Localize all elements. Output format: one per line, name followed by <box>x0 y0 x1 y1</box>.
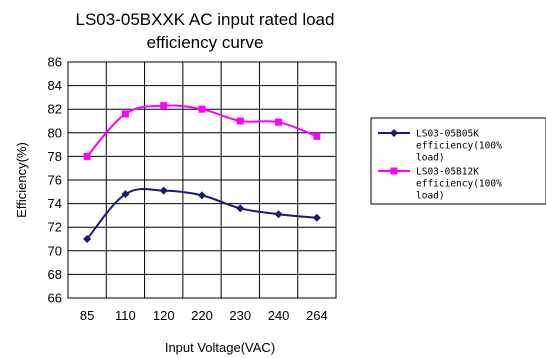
series-1 <box>83 186 321 243</box>
y-tick-label: 76 <box>48 173 62 188</box>
legend: LS03-05B05Kefficiency(100%load)LS03-05B1… <box>378 129 502 202</box>
data-point-diamond <box>236 204 245 213</box>
legend-label: load) <box>416 191 445 202</box>
legend-marker <box>390 167 398 175</box>
y-tick-label: 84 <box>48 78 62 93</box>
legend-label: efficiency(100% <box>416 141 502 152</box>
data-point-diamond <box>312 213 321 222</box>
chart-title-line-1: LS03-05BXXK AC input rated load <box>76 10 335 29</box>
y-tick-label: 82 <box>48 102 62 117</box>
data-point-square <box>83 152 91 160</box>
series-layer <box>83 102 321 243</box>
data-point-square <box>236 117 244 125</box>
legend-label: load) <box>416 153 445 164</box>
data-point-diamond <box>159 186 168 195</box>
x-tick-label: 220 <box>191 308 213 323</box>
x-axis-ticks: 85 110 120 220 230 240 264 <box>80 308 328 323</box>
data-point-diamond <box>121 190 130 199</box>
x-tick-label: 230 <box>229 308 251 323</box>
y-tick-label: 72 <box>48 220 62 235</box>
x-tick-label: 120 <box>153 308 175 323</box>
grid-lines <box>68 62 336 298</box>
data-point-square <box>275 118 283 126</box>
x-axis-label: Input Voltage(VAC) <box>165 340 275 355</box>
y-tick-label: 70 <box>48 243 62 258</box>
y-axis-label: Efficiency(%) <box>14 142 29 218</box>
data-point-square <box>198 105 206 113</box>
data-point-diamond <box>198 191 206 200</box>
data-point-diamond <box>83 235 92 243</box>
y-tick-label: 66 <box>48 291 62 306</box>
x-tick-label: 264 <box>306 308 328 323</box>
y-tick-label: 68 <box>48 267 62 282</box>
chart-title-line-2: efficiency curve <box>147 33 264 52</box>
legend-label: LS03-05B12K <box>416 167 479 178</box>
y-axis-ticks: 86 84 82 80 78 76 74 72 70 68 66 <box>48 55 62 306</box>
legend-marker <box>390 129 398 137</box>
x-tick-label: 110 <box>115 308 136 323</box>
x-tick-label: 240 <box>268 308 290 323</box>
data-point-square <box>121 110 129 118</box>
data-point-square <box>313 132 321 140</box>
legend-label: LS03-05B05K <box>416 129 479 140</box>
data-point-square <box>160 102 168 110</box>
data-point-diamond <box>274 210 283 219</box>
series-2 <box>83 102 321 160</box>
y-tick-label: 74 <box>48 196 62 211</box>
y-tick-label: 80 <box>48 125 62 140</box>
x-tick-label: 85 <box>80 308 94 323</box>
y-tick-label: 78 <box>48 149 62 164</box>
y-tick-label: 86 <box>48 55 62 70</box>
legend-label: efficiency(100% <box>416 179 502 190</box>
